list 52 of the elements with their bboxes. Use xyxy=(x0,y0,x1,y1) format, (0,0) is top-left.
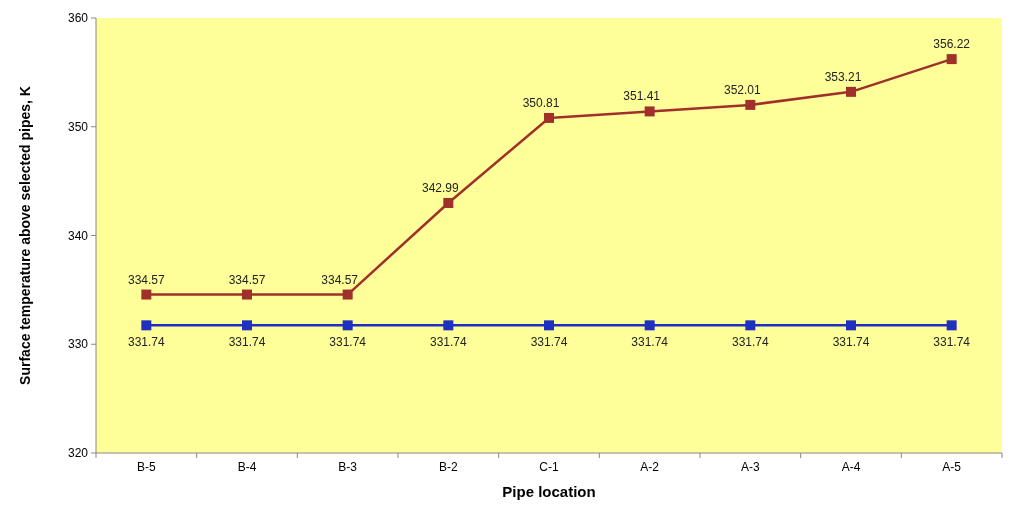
x-tick-label: A-4 xyxy=(841,460,861,474)
data-label: 331.74 xyxy=(429,335,468,350)
data-label: 334.57 xyxy=(321,272,359,287)
data-label: 331.74 xyxy=(127,335,166,350)
point xyxy=(342,320,353,331)
point xyxy=(141,320,152,331)
data-label: 331.74 xyxy=(933,335,971,350)
point xyxy=(443,197,454,208)
data-label: 353.21 xyxy=(824,69,862,84)
x-tick-label: B-3 xyxy=(338,460,358,474)
data-label: 342.99 xyxy=(421,180,460,195)
point xyxy=(242,289,252,300)
y-tick-label: 360 xyxy=(67,11,89,26)
data-label: 331.74 xyxy=(228,335,266,350)
y-tick-label: 330 xyxy=(67,337,89,352)
data-label: 334.57 xyxy=(228,272,266,287)
point xyxy=(644,320,655,331)
point xyxy=(745,320,756,331)
point xyxy=(141,289,152,300)
point xyxy=(443,320,454,331)
data-label: 350.81 xyxy=(522,95,560,110)
data-label: 352.01 xyxy=(723,82,762,97)
data-label: 331.74 xyxy=(731,335,770,350)
data-label: 356.22 xyxy=(933,37,971,52)
point xyxy=(644,106,655,117)
x-tick-label: B-4 xyxy=(237,460,257,474)
x-tick-label: C-1 xyxy=(539,460,559,474)
y-tick-label: 350 xyxy=(67,119,89,134)
data-label: 331.74 xyxy=(530,335,568,350)
point xyxy=(544,112,554,123)
point xyxy=(846,86,856,97)
point xyxy=(946,320,957,331)
data-label: 331.74 xyxy=(329,335,367,350)
y-tick-label: 340 xyxy=(67,228,89,243)
x-tick-label: A-3 xyxy=(740,460,760,474)
point xyxy=(544,320,554,331)
x-tick-label: A-5 xyxy=(942,460,962,474)
data-label: 331.74 xyxy=(832,335,870,350)
y-axis-title: Surface temperature above selected pipes, K xyxy=(17,86,33,385)
point xyxy=(745,99,756,110)
x-axis-title: Pipe location xyxy=(502,483,596,500)
y-tick-label: 320 xyxy=(67,446,89,461)
x-tick-label: B-5 xyxy=(136,460,156,474)
point xyxy=(242,320,252,331)
data-label: 334.57 xyxy=(127,272,166,287)
data-label: 331.74 xyxy=(631,335,669,350)
point xyxy=(342,289,353,300)
data-label: 351.41 xyxy=(623,89,661,104)
point xyxy=(946,54,957,65)
x-tick-label: B-2 xyxy=(438,460,458,474)
point xyxy=(846,320,856,331)
x-tick-label: A-2 xyxy=(640,460,660,474)
